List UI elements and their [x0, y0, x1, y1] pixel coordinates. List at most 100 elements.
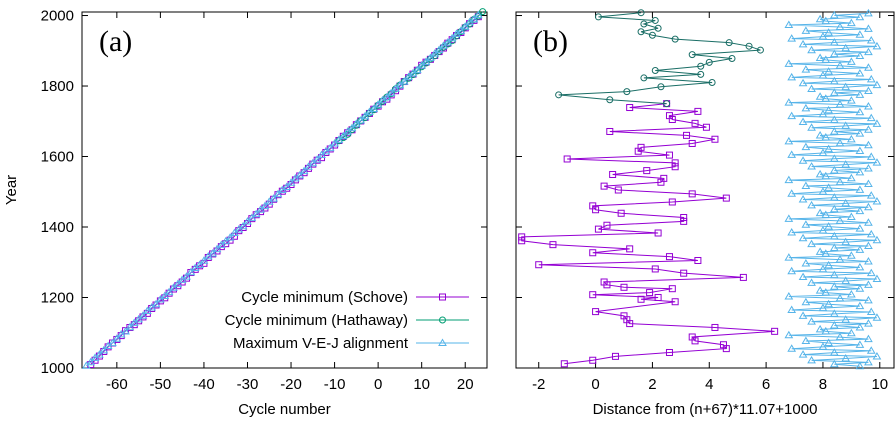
- x-tick-label: 6: [762, 376, 770, 393]
- data-point: [855, 146, 865, 155]
- data-point: [156, 295, 165, 303]
- data-point: [665, 151, 673, 159]
- data-point: [846, 212, 856, 220]
- data-point: [824, 299, 834, 308]
- data-point: [846, 251, 856, 259]
- data-point: [829, 115, 839, 124]
- data-point: [640, 74, 648, 82]
- series-line: [521, 103, 775, 365]
- data-point: [243, 217, 252, 225]
- data-point: [469, 14, 479, 23]
- data-point: [872, 313, 882, 321]
- x-tick-label: 8: [819, 376, 827, 393]
- data-point: [846, 18, 856, 27]
- data-point: [835, 100, 845, 108]
- data-point: [824, 144, 834, 153]
- data-point: [855, 185, 865, 193]
- data-point: [821, 132, 831, 141]
- data-point: [801, 220, 811, 228]
- data-point: [818, 32, 828, 40]
- data-point: [815, 324, 825, 333]
- data-point: [815, 247, 825, 255]
- panel-label: (a): [99, 25, 132, 58]
- data-point: [872, 80, 882, 89]
- data-point: [866, 74, 876, 83]
- data-point: [660, 174, 668, 182]
- data-point: [807, 84, 816, 93]
- data-point: [855, 262, 865, 271]
- data-point: [787, 111, 797, 120]
- data-point: [864, 140, 873, 149]
- data-point: [864, 202, 873, 211]
- data-point: [866, 229, 876, 238]
- data-point: [798, 233, 808, 242]
- data-point: [212, 244, 222, 253]
- data-point: [460, 22, 470, 30]
- data-point: [864, 280, 873, 288]
- data-point: [835, 332, 845, 341]
- x-tick-label: -10: [324, 376, 346, 393]
- plot-frame: [81, 11, 488, 369]
- data-point: [835, 22, 845, 30]
- data-point: [360, 111, 370, 120]
- data-point: [846, 96, 856, 104]
- data-point: [807, 355, 816, 364]
- x-tick-label: -40: [193, 376, 215, 393]
- data-point: [325, 143, 335, 152]
- x-tick-label: 2: [648, 376, 656, 393]
- data-point: [801, 258, 811, 267]
- data-point: [801, 142, 811, 151]
- data-point: [347, 123, 357, 132]
- data-point: [864, 8, 873, 17]
- data-point: [855, 129, 865, 137]
- data-point: [801, 336, 811, 345]
- data-point: [688, 333, 696, 341]
- data-point: [841, 121, 851, 129]
- data-point: [821, 55, 831, 63]
- data-point: [708, 78, 716, 86]
- data-point: [725, 39, 733, 47]
- data-point: [225, 233, 235, 241]
- data-point: [626, 104, 634, 112]
- data-point: [855, 12, 865, 21]
- data-point: [728, 55, 736, 63]
- data-point: [798, 195, 808, 203]
- data-point: [829, 154, 839, 162]
- data-point: [665, 348, 673, 356]
- data-point: [221, 236, 231, 245]
- data-point: [835, 177, 845, 186]
- data-point: [829, 359, 839, 368]
- data-point: [609, 170, 617, 178]
- data-point: [81, 361, 91, 369]
- data-point: [815, 14, 825, 23]
- data-point: [535, 261, 543, 269]
- data-point: [815, 169, 825, 178]
- data-point: [807, 239, 816, 248]
- data-point: [637, 9, 645, 17]
- data-point: [829, 49, 839, 58]
- data-point: [304, 162, 313, 170]
- data-point: [138, 311, 148, 319]
- data-point: [657, 83, 665, 91]
- data-point: [855, 245, 865, 253]
- data-point: [784, 291, 794, 300]
- data-point: [668, 285, 676, 293]
- y-tick-label: 1800: [41, 78, 74, 95]
- data-point: [801, 297, 811, 306]
- x-tick-label: 4: [705, 376, 713, 393]
- data-point: [594, 13, 602, 21]
- y-tick-label: 1400: [41, 219, 74, 236]
- data-point: [855, 361, 865, 370]
- data-point: [108, 338, 117, 347]
- data-point: [855, 30, 865, 38]
- series-line: [788, 12, 877, 367]
- legend: Cycle minimum (Schove) Cycle minimum (Hat…: [225, 289, 469, 352]
- data-point: [386, 88, 396, 97]
- data-point: [815, 208, 825, 217]
- data-point: [855, 224, 865, 232]
- data-point: [818, 303, 828, 312]
- data-point: [841, 237, 851, 246]
- data-point: [169, 283, 178, 291]
- data-point: [600, 182, 608, 190]
